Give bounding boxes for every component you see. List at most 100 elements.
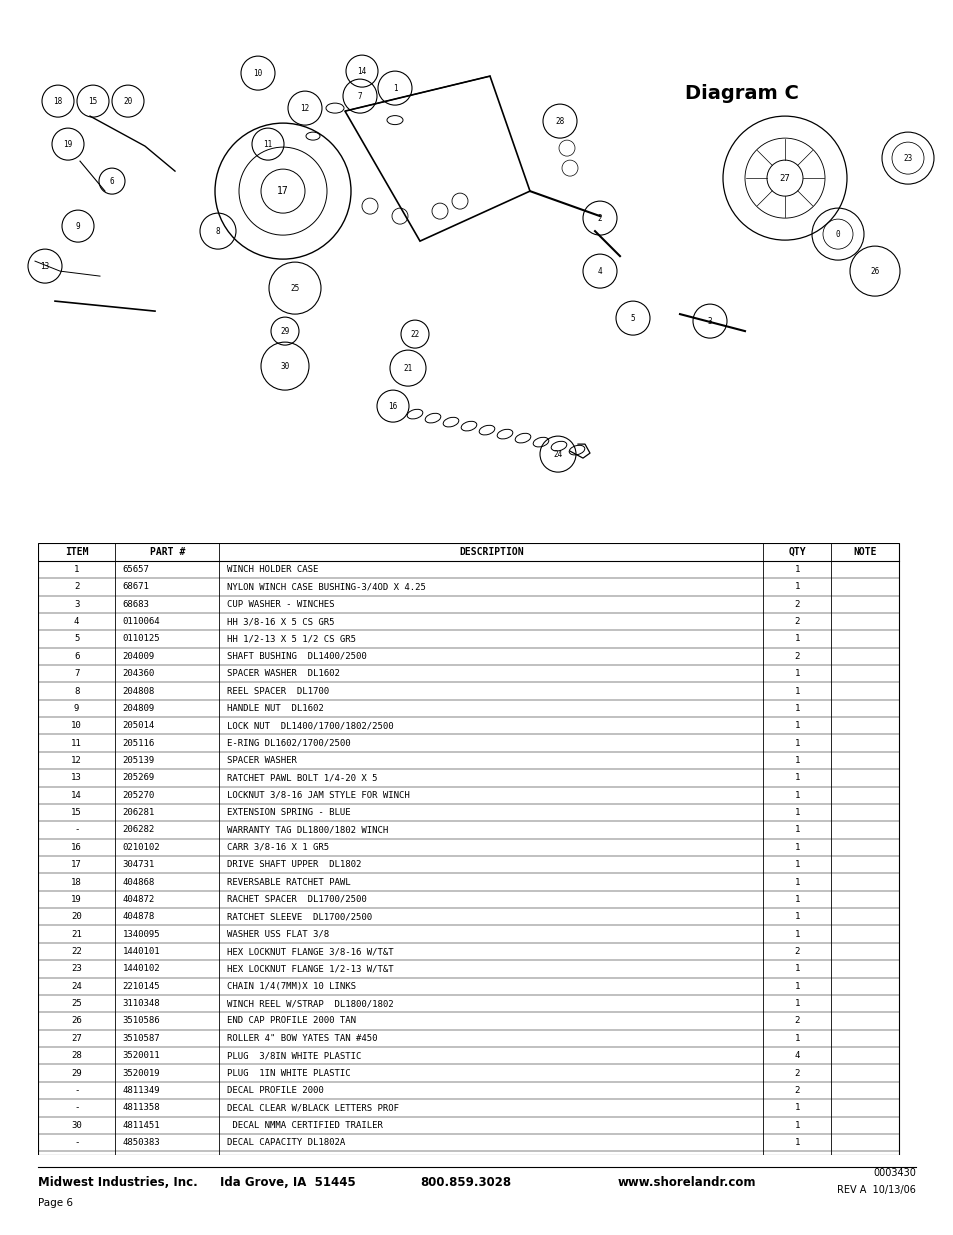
- Text: 3: 3: [707, 316, 712, 326]
- Text: 1340095: 1340095: [122, 930, 160, 939]
- Text: Page 6: Page 6: [38, 1198, 73, 1208]
- Text: 1: 1: [794, 1120, 799, 1130]
- Text: 1: 1: [794, 878, 799, 887]
- Text: 23: 23: [71, 965, 82, 973]
- Text: 2: 2: [794, 652, 799, 661]
- Text: 22: 22: [410, 330, 419, 338]
- Text: 2: 2: [794, 1068, 799, 1078]
- Text: 1: 1: [393, 84, 396, 93]
- Text: 1: 1: [794, 790, 799, 800]
- Text: 0: 0: [835, 230, 840, 238]
- Text: 3110348: 3110348: [122, 999, 160, 1008]
- Text: RATCHET SLEEVE  DL1700/2500: RATCHET SLEEVE DL1700/2500: [227, 913, 372, 921]
- Text: 25: 25: [290, 284, 299, 293]
- Text: 1: 1: [794, 982, 799, 990]
- Text: 404878: 404878: [122, 913, 154, 921]
- Text: 4: 4: [598, 267, 601, 275]
- Text: 4: 4: [794, 1051, 799, 1060]
- Text: 7: 7: [357, 91, 362, 100]
- Text: 404868: 404868: [122, 878, 154, 887]
- Text: 16: 16: [388, 401, 397, 410]
- Text: 27: 27: [71, 1034, 82, 1042]
- Text: 1440101: 1440101: [122, 947, 160, 956]
- Text: 1: 1: [794, 808, 799, 818]
- Text: 204808: 204808: [122, 687, 154, 695]
- Text: 204809: 204809: [122, 704, 154, 713]
- Text: Midwest Industries, Inc.: Midwest Industries, Inc.: [38, 1176, 197, 1189]
- Text: HH 3/8-16 X 5 CS GR5: HH 3/8-16 X 5 CS GR5: [227, 618, 334, 626]
- Text: 13: 13: [40, 262, 50, 270]
- Text: EXTENSION SPRING - BLUE: EXTENSION SPRING - BLUE: [227, 808, 350, 818]
- Text: 29: 29: [71, 1068, 82, 1078]
- Text: CHAIN 1/4(7MM)X 10 LINKS: CHAIN 1/4(7MM)X 10 LINKS: [227, 982, 355, 990]
- Text: 19: 19: [71, 895, 82, 904]
- Text: -: -: [74, 1086, 79, 1095]
- Text: 4850383: 4850383: [122, 1139, 160, 1147]
- Text: 21: 21: [71, 930, 82, 939]
- Text: 2: 2: [794, 947, 799, 956]
- Text: 404872: 404872: [122, 895, 154, 904]
- Text: 304731: 304731: [122, 861, 154, 869]
- Text: WINCH REEL W/STRAP  DL1800/1802: WINCH REEL W/STRAP DL1800/1802: [227, 999, 393, 1008]
- Text: LOCKNUT 3/8-16 JAM STYLE FOR WINCH: LOCKNUT 3/8-16 JAM STYLE FOR WINCH: [227, 790, 409, 800]
- Text: SPACER WASHER  DL1602: SPACER WASHER DL1602: [227, 669, 339, 678]
- Text: SHAFT BUSHING  DL1400/2500: SHAFT BUSHING DL1400/2500: [227, 652, 366, 661]
- Text: PLUG  1IN WHITE PLASTIC: PLUG 1IN WHITE PLASTIC: [227, 1068, 350, 1078]
- Text: 1: 1: [794, 1139, 799, 1147]
- Text: www.shorelandr.com: www.shorelandr.com: [618, 1176, 756, 1189]
- Text: 24: 24: [71, 982, 82, 990]
- Text: 14: 14: [71, 790, 82, 800]
- Text: 29: 29: [280, 326, 290, 336]
- Text: 20: 20: [123, 96, 132, 106]
- Text: 0110064: 0110064: [122, 618, 160, 626]
- Text: WARRANTY TAG DL1800/1802 WINCH: WARRANTY TAG DL1800/1802 WINCH: [227, 825, 388, 835]
- Text: DECAL CAPACITY DL1802A: DECAL CAPACITY DL1802A: [227, 1139, 345, 1147]
- Text: 1: 1: [794, 861, 799, 869]
- Text: HEX LOCKNUT FLANGE 3/8-16 W/T&T: HEX LOCKNUT FLANGE 3/8-16 W/T&T: [227, 947, 393, 956]
- Text: DECAL NMMA CERTIFIED TRAILER: DECAL NMMA CERTIFIED TRAILER: [227, 1120, 382, 1130]
- Text: 1: 1: [794, 583, 799, 592]
- Text: 24: 24: [553, 450, 562, 458]
- Text: PLUG  3/8IN WHITE PLASTIC: PLUG 3/8IN WHITE PLASTIC: [227, 1051, 360, 1060]
- Text: RATCHET PAWL BOLT 1/4-20 X 5: RATCHET PAWL BOLT 1/4-20 X 5: [227, 773, 376, 782]
- Text: REEL SPACER  DL1700: REEL SPACER DL1700: [227, 687, 329, 695]
- Text: 19: 19: [63, 140, 72, 148]
- Text: 28: 28: [555, 116, 564, 126]
- Text: 2: 2: [794, 1086, 799, 1095]
- Text: 1: 1: [74, 564, 79, 574]
- Text: WINCH HOLDER CASE: WINCH HOLDER CASE: [227, 564, 317, 574]
- Text: 30: 30: [71, 1120, 82, 1130]
- Text: REVERSABLE RATCHET PAWL: REVERSABLE RATCHET PAWL: [227, 878, 350, 887]
- Text: SPACER WASHER: SPACER WASHER: [227, 756, 296, 764]
- Text: 1: 1: [794, 773, 799, 782]
- Text: 30: 30: [280, 362, 290, 370]
- Text: 22: 22: [71, 947, 82, 956]
- Text: 206281: 206281: [122, 808, 154, 818]
- Text: 4811451: 4811451: [122, 1120, 160, 1130]
- Text: 1: 1: [794, 721, 799, 730]
- Text: 4811358: 4811358: [122, 1103, 160, 1113]
- Text: 1: 1: [794, 704, 799, 713]
- Text: 28: 28: [71, 1051, 82, 1060]
- Text: 4811349: 4811349: [122, 1086, 160, 1095]
- Text: 0003430: 0003430: [872, 1168, 915, 1178]
- Text: 10: 10: [71, 721, 82, 730]
- Text: 2: 2: [794, 618, 799, 626]
- Text: WASHER USS FLAT 3/8: WASHER USS FLAT 3/8: [227, 930, 329, 939]
- Text: 8: 8: [74, 687, 79, 695]
- Text: 206282: 206282: [122, 825, 154, 835]
- Text: 205116: 205116: [122, 739, 154, 747]
- Text: 6: 6: [74, 652, 79, 661]
- Text: 4: 4: [74, 618, 79, 626]
- Text: 5: 5: [630, 314, 635, 322]
- Text: 21: 21: [403, 363, 413, 373]
- Text: 2: 2: [74, 583, 79, 592]
- Text: 3510586: 3510586: [122, 1016, 160, 1025]
- Text: 3520011: 3520011: [122, 1051, 160, 1060]
- Text: 17: 17: [276, 186, 289, 196]
- Text: DESCRIPTION: DESCRIPTION: [458, 547, 523, 557]
- Text: QTY: QTY: [787, 547, 805, 557]
- Text: 2: 2: [794, 600, 799, 609]
- Text: 12: 12: [300, 104, 310, 112]
- Text: -: -: [74, 825, 79, 835]
